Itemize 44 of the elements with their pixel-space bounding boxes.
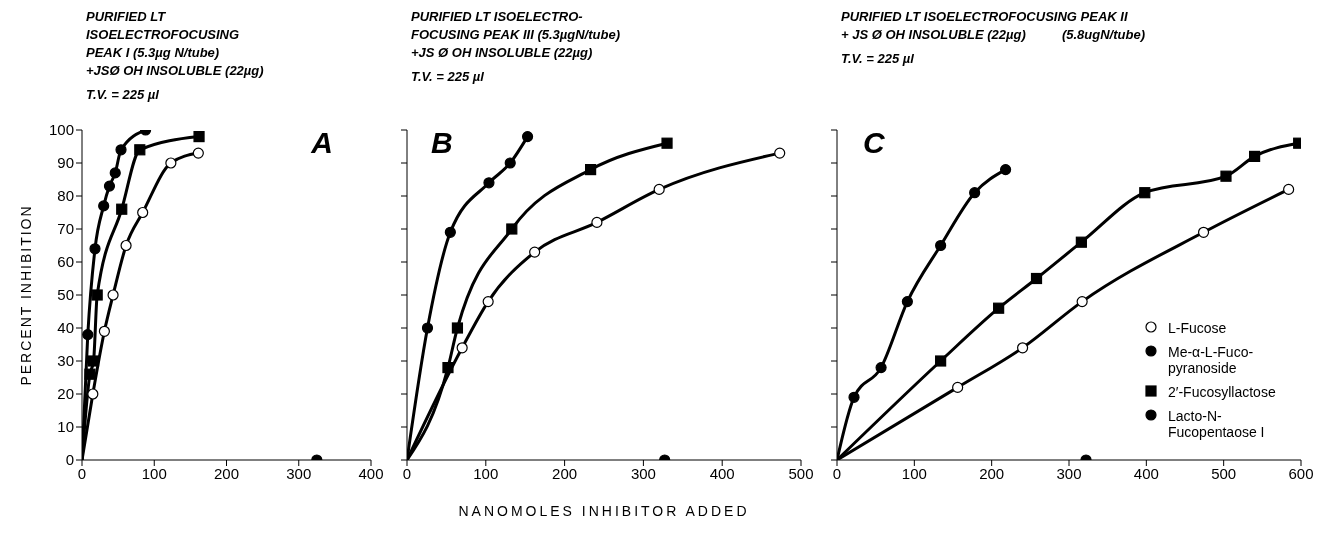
chart-subtitle: T.V. = 225 µl [86,86,160,104]
y-tick-label: 20 [57,385,74,403]
chart-title: PURIFIED LT ISOELECTROFOCUSING PEAK II + JS Ø OH INSOLUBLE (22µg) (5.8ugN/tube) [841,8,1146,44]
x-tick-label: 200 [552,464,578,482]
y-tick-label: 0 [65,451,74,469]
x-tick-label: 400 [358,464,384,482]
x-tick-label: 300 [1056,464,1082,482]
x-tick-label: 0 [832,464,842,482]
legend-label: Me-α-L-Fuco-pyranoside [1168,344,1255,376]
x-tick-label: 0 [77,464,87,482]
x-tick-label: 100 [473,464,499,482]
legend-label: 2′-Fucosyllactose [1168,384,1277,400]
y-tick-label: 50 [57,286,74,304]
y-tick-label: 10 [57,418,74,436]
x-tick-label: 600 [1288,464,1314,482]
y-tick-label: 60 [57,253,74,271]
annotation: C [863,126,885,160]
y-tick-label: 70 [57,220,74,238]
y-tick-label: 90 [57,154,74,172]
x-axis-title: NANOMOLES INHIBITOR ADDED [458,503,750,519]
y-axis-title: PERCENT INHIBITION [17,204,34,386]
annotation: A [311,126,333,160]
x-tick-label: 100 [901,464,927,482]
x-tick-label: 300 [630,464,656,482]
y-tick-label: 30 [57,352,74,370]
x-tick-label: 400 [709,464,735,482]
x-tick-label: 200 [213,464,240,482]
legend-label: L-Fucose [1168,320,1228,336]
x-tick-label: 100 [141,464,167,482]
x-tick-label: 300 [286,464,312,482]
x-tick-label: 0 [402,464,412,482]
x-tick-label: 500 [1211,464,1237,482]
y-tick-label: 100 [48,121,74,139]
annotation: B [431,126,453,160]
x-tick-label: 400 [1133,464,1159,482]
x-tick-label: 200 [979,464,1005,482]
chart-subtitle: T.V. = 225 µl [841,50,915,68]
chart-title: PURIFIED LT ISOELECTRO- FOCUSING PEAK III (5.3µgN/tube) +JS Ø OH INSOLUBLE (22µg) [411,8,621,62]
chart-title: PURIFIED LT ISOELECTROFOCUSING PEAK I (5.3µg N/tube) +JSØ OH INSOLUBLE (22µg) [86,8,265,80]
y-tick-label: 40 [57,319,74,337]
x-tick-label: 500 [788,464,814,482]
y-tick-label: 80 [57,187,74,205]
legend-label: Lacto-N-Fucopentaose I [1168,408,1266,440]
chart-subtitle: T.V. = 225 µl [411,68,485,86]
